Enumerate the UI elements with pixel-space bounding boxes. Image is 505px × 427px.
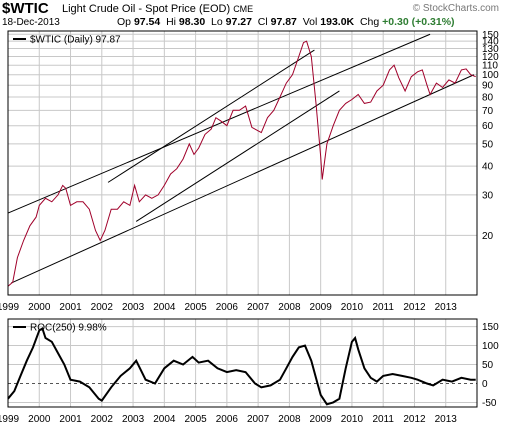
description-text: Light Crude Oil - Spot Price (EOD) [62, 3, 231, 15]
roc-y-tick-0: 0 [482, 379, 488, 390]
roc-x-tick-2008: 2008 [278, 414, 301, 425]
change-label: Chg [359, 16, 380, 28]
high-value: 98.30 [178, 16, 206, 28]
price-x-tick-2005: 2005 [184, 302, 207, 313]
roc-x-tick-2013: 2013 [435, 414, 458, 425]
high-label: Hi [166, 16, 176, 28]
price-y-tick-20: 20 [482, 231, 494, 242]
open-value: 97.54 [133, 16, 161, 28]
roc-x-tick-2000: 2000 [28, 414, 51, 425]
price-x-tick-2008: 2008 [278, 302, 301, 313]
roc-y-tick-150: 150 [482, 322, 499, 333]
price-y-tick-140: 140 [482, 37, 499, 48]
low-value: 97.27 [225, 16, 252, 28]
roc-series-line [7, 326, 476, 406]
price-x-tick-2007: 2007 [247, 302, 270, 313]
roc-x-tick-2003: 2003 [122, 414, 145, 425]
symbol: $WTIC [2, 0, 49, 17]
price-y-tick-40: 40 [482, 162, 494, 173]
roc-y-tick-50: 50 [482, 360, 494, 371]
roc-x-tick-2009: 2009 [310, 414, 333, 425]
price-y-tick-120: 120 [482, 52, 499, 63]
roc-x-tick-2011: 2011 [372, 414, 394, 425]
price-y-tick-130: 130 [482, 44, 499, 55]
price-y-tick-80: 80 [482, 93, 494, 104]
price-y-tick-30: 30 [482, 190, 494, 201]
price-x-tick-1999: 1999 [0, 302, 20, 313]
close-label: Cl [257, 16, 268, 28]
roc-x-tick-2001: 2001 [59, 414, 82, 425]
roc-x-tick-2004: 2004 [153, 414, 176, 425]
trendline-2 [10, 74, 475, 284]
price-x-tick-2013: 2013 [435, 302, 458, 313]
price-grid [7, 31, 477, 295]
price-y-tick-100: 100 [482, 70, 499, 81]
price-series-line [7, 40, 476, 287]
trendline-3 [135, 90, 340, 222]
trendline-1 [7, 33, 431, 214]
trendline-4 [107, 49, 315, 183]
price-legend: $WTIC (Daily) 97.87 [13, 35, 121, 46]
price-x-tick-2010: 2010 [341, 302, 364, 313]
exchange: CME [233, 4, 254, 14]
roc-x-tick-2010: 2010 [341, 414, 364, 425]
volume-value: 193.0K [320, 16, 355, 28]
price-x-tick-2003: 2003 [122, 302, 145, 313]
price-panel: $WTIC (Daily) 97.87 20304050607080901001… [0, 30, 499, 313]
roc-y-tick-100: 100 [482, 341, 499, 352]
price-x-tick-2002: 2002 [91, 302, 114, 313]
low-label: Lo [211, 16, 223, 28]
price-x-tick-2001: 2001 [59, 302, 82, 313]
price-y-tick-150: 150 [482, 30, 499, 41]
roc-grid [7, 319, 477, 407]
roc-panel: ROC(250) 9.98% -50 0 50 100 150 1999 2000 2001… [0, 318, 499, 425]
roc-x-ticks: 1999 2000 2001 2002 2003 2004 2005 2006 2007 2008… [0, 414, 457, 425]
roc-x-tick-2012: 2012 [403, 414, 426, 425]
change-value: +0.30 (+0.31%) [382, 16, 455, 28]
roc-y-ticks: -50 0 50 100 150 [482, 322, 499, 409]
price-panel-frame [7, 30, 478, 296]
price-x-tick-2011: 2011 [372, 302, 394, 313]
roc-legend: ROC(250) 9.98% [13, 323, 107, 334]
price-y-tick-50: 50 [482, 139, 494, 150]
price-x-tick-2012: 2012 [403, 302, 426, 313]
open-label: Op [117, 16, 132, 28]
quote-stats: Op 97.54 Hi 98.30 Lo 97.27 Cl 97.87 Vol … [117, 16, 455, 28]
volume-label: Vol [302, 16, 318, 28]
roc-x-tick-2007: 2007 [247, 414, 270, 425]
roc-legend-label: ROC(250) 9.98% [30, 323, 107, 334]
roc-x-tick-2002: 2002 [91, 414, 114, 425]
price-x-ticks: 1999 2000 2001 2002 2003 2004 2005 2006 2007 2008… [0, 302, 457, 313]
roc-y-tick--50: -50 [482, 398, 497, 409]
quote-date: 18-Dec-2013 [2, 17, 60, 28]
roc-x-tick-2005: 2005 [184, 414, 207, 425]
price-y-tick-110: 110 [482, 61, 498, 72]
price-y-tick-70: 70 [482, 106, 494, 117]
roc-panel-frame [7, 318, 478, 408]
price-x-tick-2006: 2006 [216, 302, 239, 313]
roc-x-tick-1999: 1999 [0, 414, 20, 425]
close-value: 97.87 [270, 16, 297, 28]
price-y-tick-90: 90 [482, 81, 494, 92]
price-y-tick-60: 60 [482, 121, 494, 132]
roc-x-tick-2006: 2006 [216, 414, 239, 425]
price-x-tick-2000: 2000 [28, 302, 51, 313]
price-x-tick-2009: 2009 [310, 302, 333, 313]
brand-watermark: © StockCharts.com [412, 3, 499, 14]
price-x-tick-2004: 2004 [153, 302, 176, 313]
description: Light Crude Oil - Spot Price (EOD) CME [62, 3, 253, 15]
price-legend-label: $WTIC (Daily) 97.87 [30, 35, 121, 46]
price-trendlines [7, 33, 475, 284]
